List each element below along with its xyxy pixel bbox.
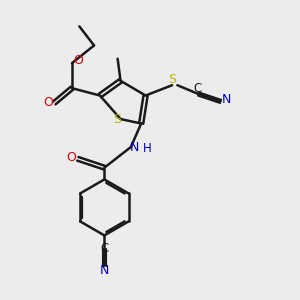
Text: S: S — [168, 74, 176, 86]
Text: C: C — [100, 242, 109, 255]
Text: S: S — [113, 112, 121, 126]
Text: N: N — [222, 93, 231, 106]
Text: C: C — [193, 82, 201, 95]
Text: O: O — [74, 54, 83, 67]
Text: N: N — [130, 141, 140, 154]
Text: O: O — [66, 151, 76, 164]
Text: O: O — [43, 96, 53, 110]
Text: H: H — [143, 142, 152, 155]
Text: N: N — [100, 264, 109, 277]
